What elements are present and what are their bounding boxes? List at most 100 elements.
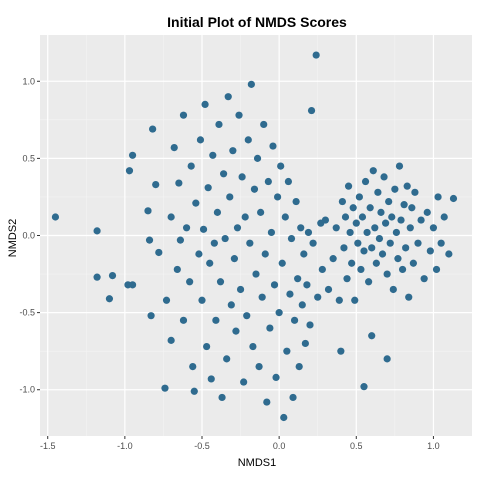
data-point <box>260 120 268 129</box>
data-point <box>300 250 308 258</box>
data-point <box>274 193 282 201</box>
data-point <box>365 278 373 286</box>
data-point <box>385 197 393 206</box>
data-point <box>409 259 417 267</box>
data-point <box>215 120 223 129</box>
data-point <box>261 250 269 258</box>
data-point <box>429 224 438 232</box>
data-point <box>108 272 117 280</box>
data-point <box>280 413 288 422</box>
data-point <box>269 142 277 150</box>
y-tick-label: -1.0 <box>19 385 35 395</box>
data-point <box>392 228 400 237</box>
data-point <box>204 184 212 192</box>
data-point <box>321 216 330 224</box>
data-point <box>352 219 360 227</box>
data-point <box>128 281 137 289</box>
data-point <box>196 136 205 144</box>
data-point <box>218 393 226 402</box>
data-point <box>426 247 434 255</box>
data-point <box>244 136 252 144</box>
data-point <box>149 125 157 133</box>
data-point <box>372 259 380 267</box>
y-tick-label: -0.5 <box>19 308 35 318</box>
data-point <box>203 342 211 351</box>
data-point <box>397 216 405 224</box>
data-point <box>212 316 220 324</box>
data-point <box>284 177 292 186</box>
data-point <box>329 255 337 263</box>
data-point <box>198 296 206 304</box>
data-point <box>243 312 251 320</box>
data-point <box>297 224 305 232</box>
data-point <box>93 273 101 281</box>
data-point <box>247 80 255 88</box>
data-point <box>298 301 306 309</box>
data-point <box>423 208 431 216</box>
data-point <box>267 228 276 237</box>
data-point <box>394 255 402 263</box>
data-point <box>236 285 245 294</box>
data-point <box>281 213 289 221</box>
data-point <box>340 244 348 252</box>
data-point <box>167 213 175 221</box>
y-axis-ticks: -1.0 -0.5 0.0 0.5 1.0 <box>19 76 40 395</box>
data-point <box>318 265 326 274</box>
y-tick-label: 1.0 <box>22 76 35 86</box>
data-point <box>283 347 291 355</box>
data-point <box>377 208 385 216</box>
data-point <box>324 285 333 294</box>
data-point <box>383 270 391 278</box>
data-point <box>434 193 442 201</box>
data-point <box>391 185 399 193</box>
data-point <box>175 179 183 187</box>
x-axis-label: NMDS1 <box>238 457 277 469</box>
data-point <box>388 213 396 221</box>
data-point <box>220 170 228 178</box>
data-point <box>182 224 191 232</box>
data-point <box>167 336 175 344</box>
data-point <box>294 275 302 283</box>
data-point <box>221 234 229 243</box>
data-point <box>371 224 379 232</box>
data-point <box>186 278 194 286</box>
data-point <box>176 236 184 244</box>
data-point <box>380 173 388 181</box>
data-point <box>312 51 320 59</box>
data-point <box>307 106 316 115</box>
data-point <box>277 162 285 170</box>
data-point <box>278 259 286 267</box>
data-point <box>355 193 363 201</box>
data-point <box>309 239 317 247</box>
data-point <box>375 234 384 243</box>
data-point <box>360 247 368 255</box>
data-point <box>344 182 353 190</box>
data-point <box>240 378 248 386</box>
data-point <box>368 332 376 340</box>
data-point <box>403 182 411 190</box>
data-point <box>246 239 254 247</box>
data-point <box>238 173 246 181</box>
data-point <box>266 324 274 332</box>
data-point <box>226 193 234 201</box>
data-point <box>105 295 114 303</box>
data-point <box>332 224 340 232</box>
data-point <box>252 270 260 278</box>
data-point <box>170 143 178 152</box>
data-point <box>400 201 408 209</box>
data-point <box>405 293 413 301</box>
data-point <box>386 239 394 247</box>
data-point <box>152 181 160 189</box>
data-point <box>250 185 259 193</box>
data-point <box>395 162 404 170</box>
data-point <box>253 154 262 162</box>
data-point <box>199 225 208 233</box>
data-point <box>366 204 374 212</box>
data-point <box>216 278 225 286</box>
data-point <box>161 384 169 392</box>
y-tick-label: 0.0 <box>22 231 35 241</box>
data-point <box>417 216 425 224</box>
data-point <box>414 239 422 247</box>
data-point <box>378 250 387 258</box>
data-point <box>295 362 303 371</box>
